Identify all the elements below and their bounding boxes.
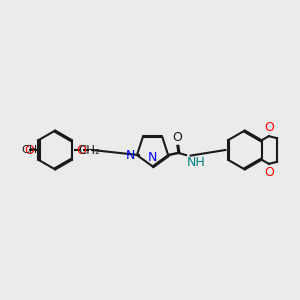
Text: CH₃: CH₃ [21, 145, 42, 155]
Text: O: O [172, 131, 182, 144]
Text: N: N [148, 151, 157, 164]
Text: O: O [25, 143, 34, 157]
Text: CH₂: CH₂ [79, 143, 101, 157]
Text: N: N [125, 148, 135, 162]
Text: O: O [76, 143, 86, 157]
Text: NH: NH [187, 156, 206, 169]
Text: O: O [264, 121, 274, 134]
Text: O: O [264, 166, 274, 179]
